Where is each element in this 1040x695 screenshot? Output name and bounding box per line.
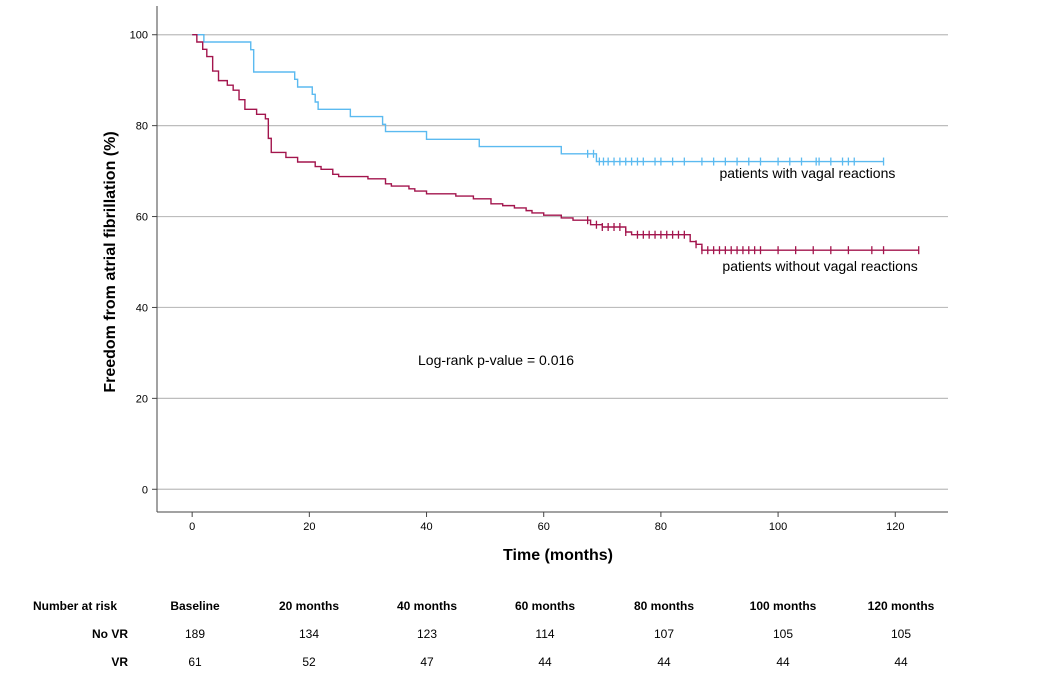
y-tick-label: 0: [142, 484, 148, 496]
y-tick-label: 80: [136, 121, 148, 133]
x-tick-label: 40: [420, 521, 432, 533]
risk-row-label: VR: [111, 655, 128, 669]
risk-col-header: 20 months: [278, 599, 339, 613]
risk-cell: 107: [653, 627, 675, 641]
x-tick-label: 60: [538, 521, 550, 533]
series-label: patients with vagal reactions: [719, 165, 895, 181]
risk-cell: 123: [416, 627, 438, 641]
risk-table-header: Number at risk Baseline 20 months 40 mon…: [0, 592, 1040, 620]
risk-cell: 52: [302, 655, 316, 669]
x-tick-label: 80: [655, 521, 667, 533]
risk-cell: 47: [420, 655, 434, 669]
series-label: patients without vagal reactions: [722, 258, 917, 274]
x-tick-label: 120: [886, 521, 904, 533]
series-layer: [192, 34, 920, 255]
log-rank-annotation: Log-rank p-value = 0.016: [418, 352, 574, 368]
y-tick-label: 60: [136, 212, 148, 224]
risk-cell: 114: [535, 627, 555, 641]
grid-lines: [157, 34, 948, 490]
risk-cell: 44: [657, 655, 671, 669]
y-tick-label: 100: [130, 30, 148, 42]
risk-col-header: 60 months: [514, 599, 575, 613]
risk-row-label: No VR: [92, 627, 128, 641]
risk-table-title: Number at risk: [33, 599, 118, 613]
risk-cell: 44: [776, 655, 790, 669]
tick-labels: 0 20 40 60 80 100 0 20 40 60 80 100 120: [130, 30, 905, 533]
series-labels: patients with vagal reactions patients wi…: [719, 165, 917, 274]
x-tick-label: 100: [769, 521, 787, 533]
y-axis-title: Freedom from atrial fibrillation (%): [102, 131, 119, 392]
risk-cell: 189: [184, 627, 206, 641]
risk-col-header: 80 months: [633, 599, 694, 613]
y-tick-label: 20: [136, 393, 148, 405]
risk-row-vr: VR 61 52 47 44 44 44 44: [0, 648, 1040, 676]
risk-cell: 105: [772, 627, 794, 641]
risk-table: Number at risk Baseline 20 months 40 mon…: [0, 592, 1040, 676]
risk-cell: 105: [890, 627, 912, 641]
y-tick-label: 40: [136, 302, 148, 314]
risk-cell: 44: [538, 655, 552, 669]
risk-col-header: 40 months: [396, 599, 457, 613]
risk-row-no-vr: No VR 189 134 123 114 107 105 105: [0, 620, 1040, 648]
axes: [152, 6, 948, 517]
x-tick-label: 0: [189, 521, 195, 533]
x-axis-title: Time (months): [503, 547, 613, 564]
risk-cell: 44: [894, 655, 908, 669]
risk-cell: 61: [188, 655, 202, 669]
risk-col-header: Baseline: [170, 599, 220, 613]
km-chart: 0 20 40 60 80 100 0 20 40 60 80 100 120 Freedom from…: [102, 6, 948, 564]
survival-curve-vr: [192, 34, 884, 163]
risk-cell: 134: [298, 627, 320, 641]
risk-col-header: 120 months: [867, 599, 935, 613]
survival-curve-no-vr: [192, 34, 919, 251]
x-tick-label: 20: [303, 521, 315, 533]
risk-col-header: 100 months: [749, 599, 817, 613]
